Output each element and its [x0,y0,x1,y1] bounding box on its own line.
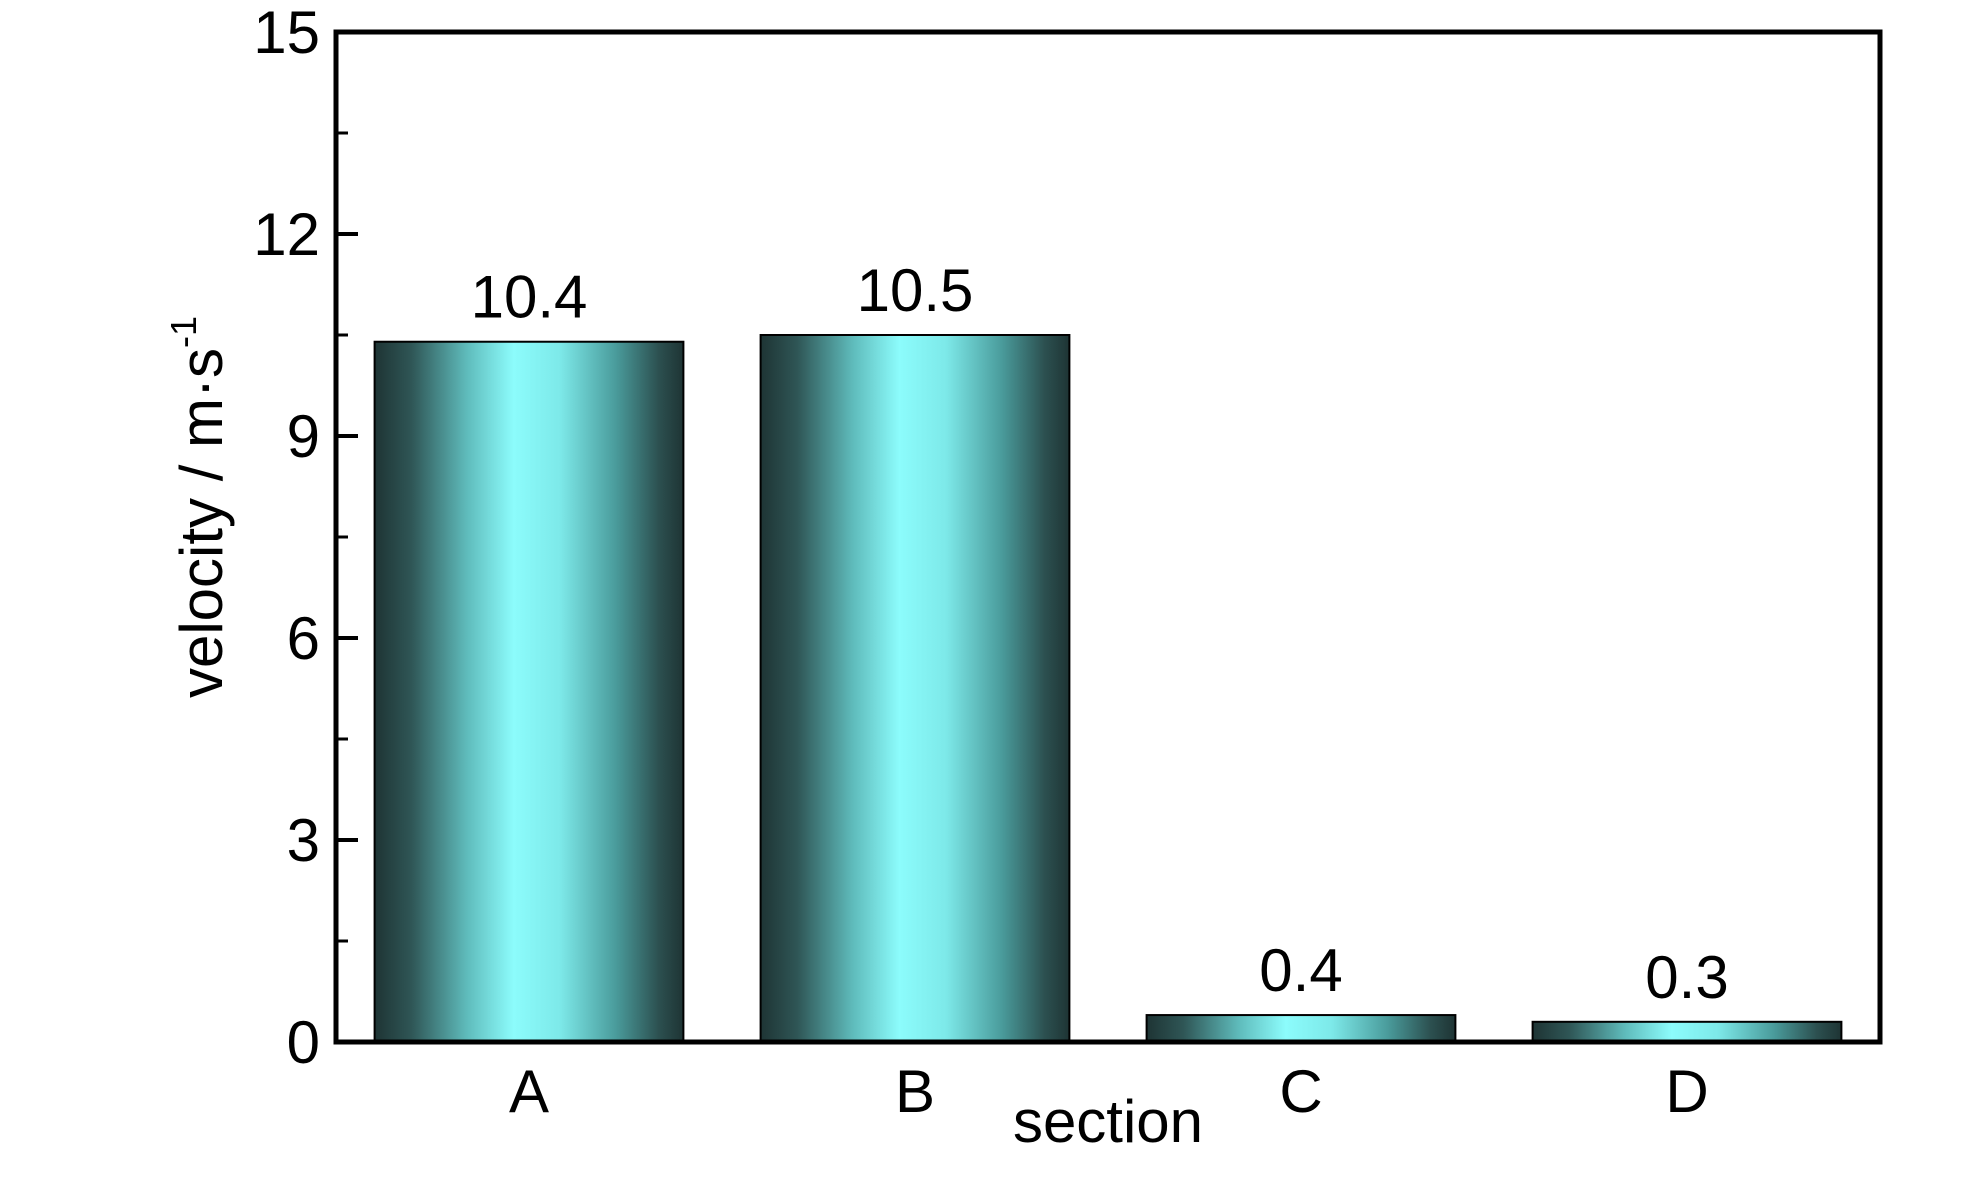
y-axis-label-superscript: -1 [163,316,204,348]
y-tick-label: 3 [287,807,320,874]
category-label-b: B [895,1058,935,1125]
y-tick-label: 9 [287,403,320,470]
bar-b [759,334,1071,1043]
bar-a [373,340,685,1043]
y-axis-ticks [336,30,358,1044]
value-label-a: 10.4 [471,264,588,331]
y-tick-label: 6 [287,605,320,672]
y-axis-tick-labels: 0 3 6 9 12 15 [253,0,320,1076]
x-axis-label: section [1013,1088,1203,1155]
y-axis-label: velocity / m·s-1 [163,316,235,698]
y-tick-label: 0 [287,1009,320,1076]
bar-c [1145,1014,1457,1043]
bars-group [373,334,1843,1043]
y-tick-label: 15 [253,0,320,66]
y-tick-label: 12 [253,201,320,268]
y-axis-label-main: velocity / m·s [168,348,235,698]
value-label-b: 10.5 [857,257,974,324]
bar-d [1531,1020,1843,1043]
category-label-d: D [1665,1058,1708,1125]
x-axis-category-labels: A B C D [509,1058,1709,1125]
category-label-c: C [1279,1058,1322,1125]
value-label-d: 0.3 [1645,944,1728,1011]
value-labels-group: 10.4 10.5 0.4 0.3 [471,257,1729,1011]
category-label-a: A [509,1058,549,1125]
value-label-c: 0.4 [1259,937,1342,1004]
